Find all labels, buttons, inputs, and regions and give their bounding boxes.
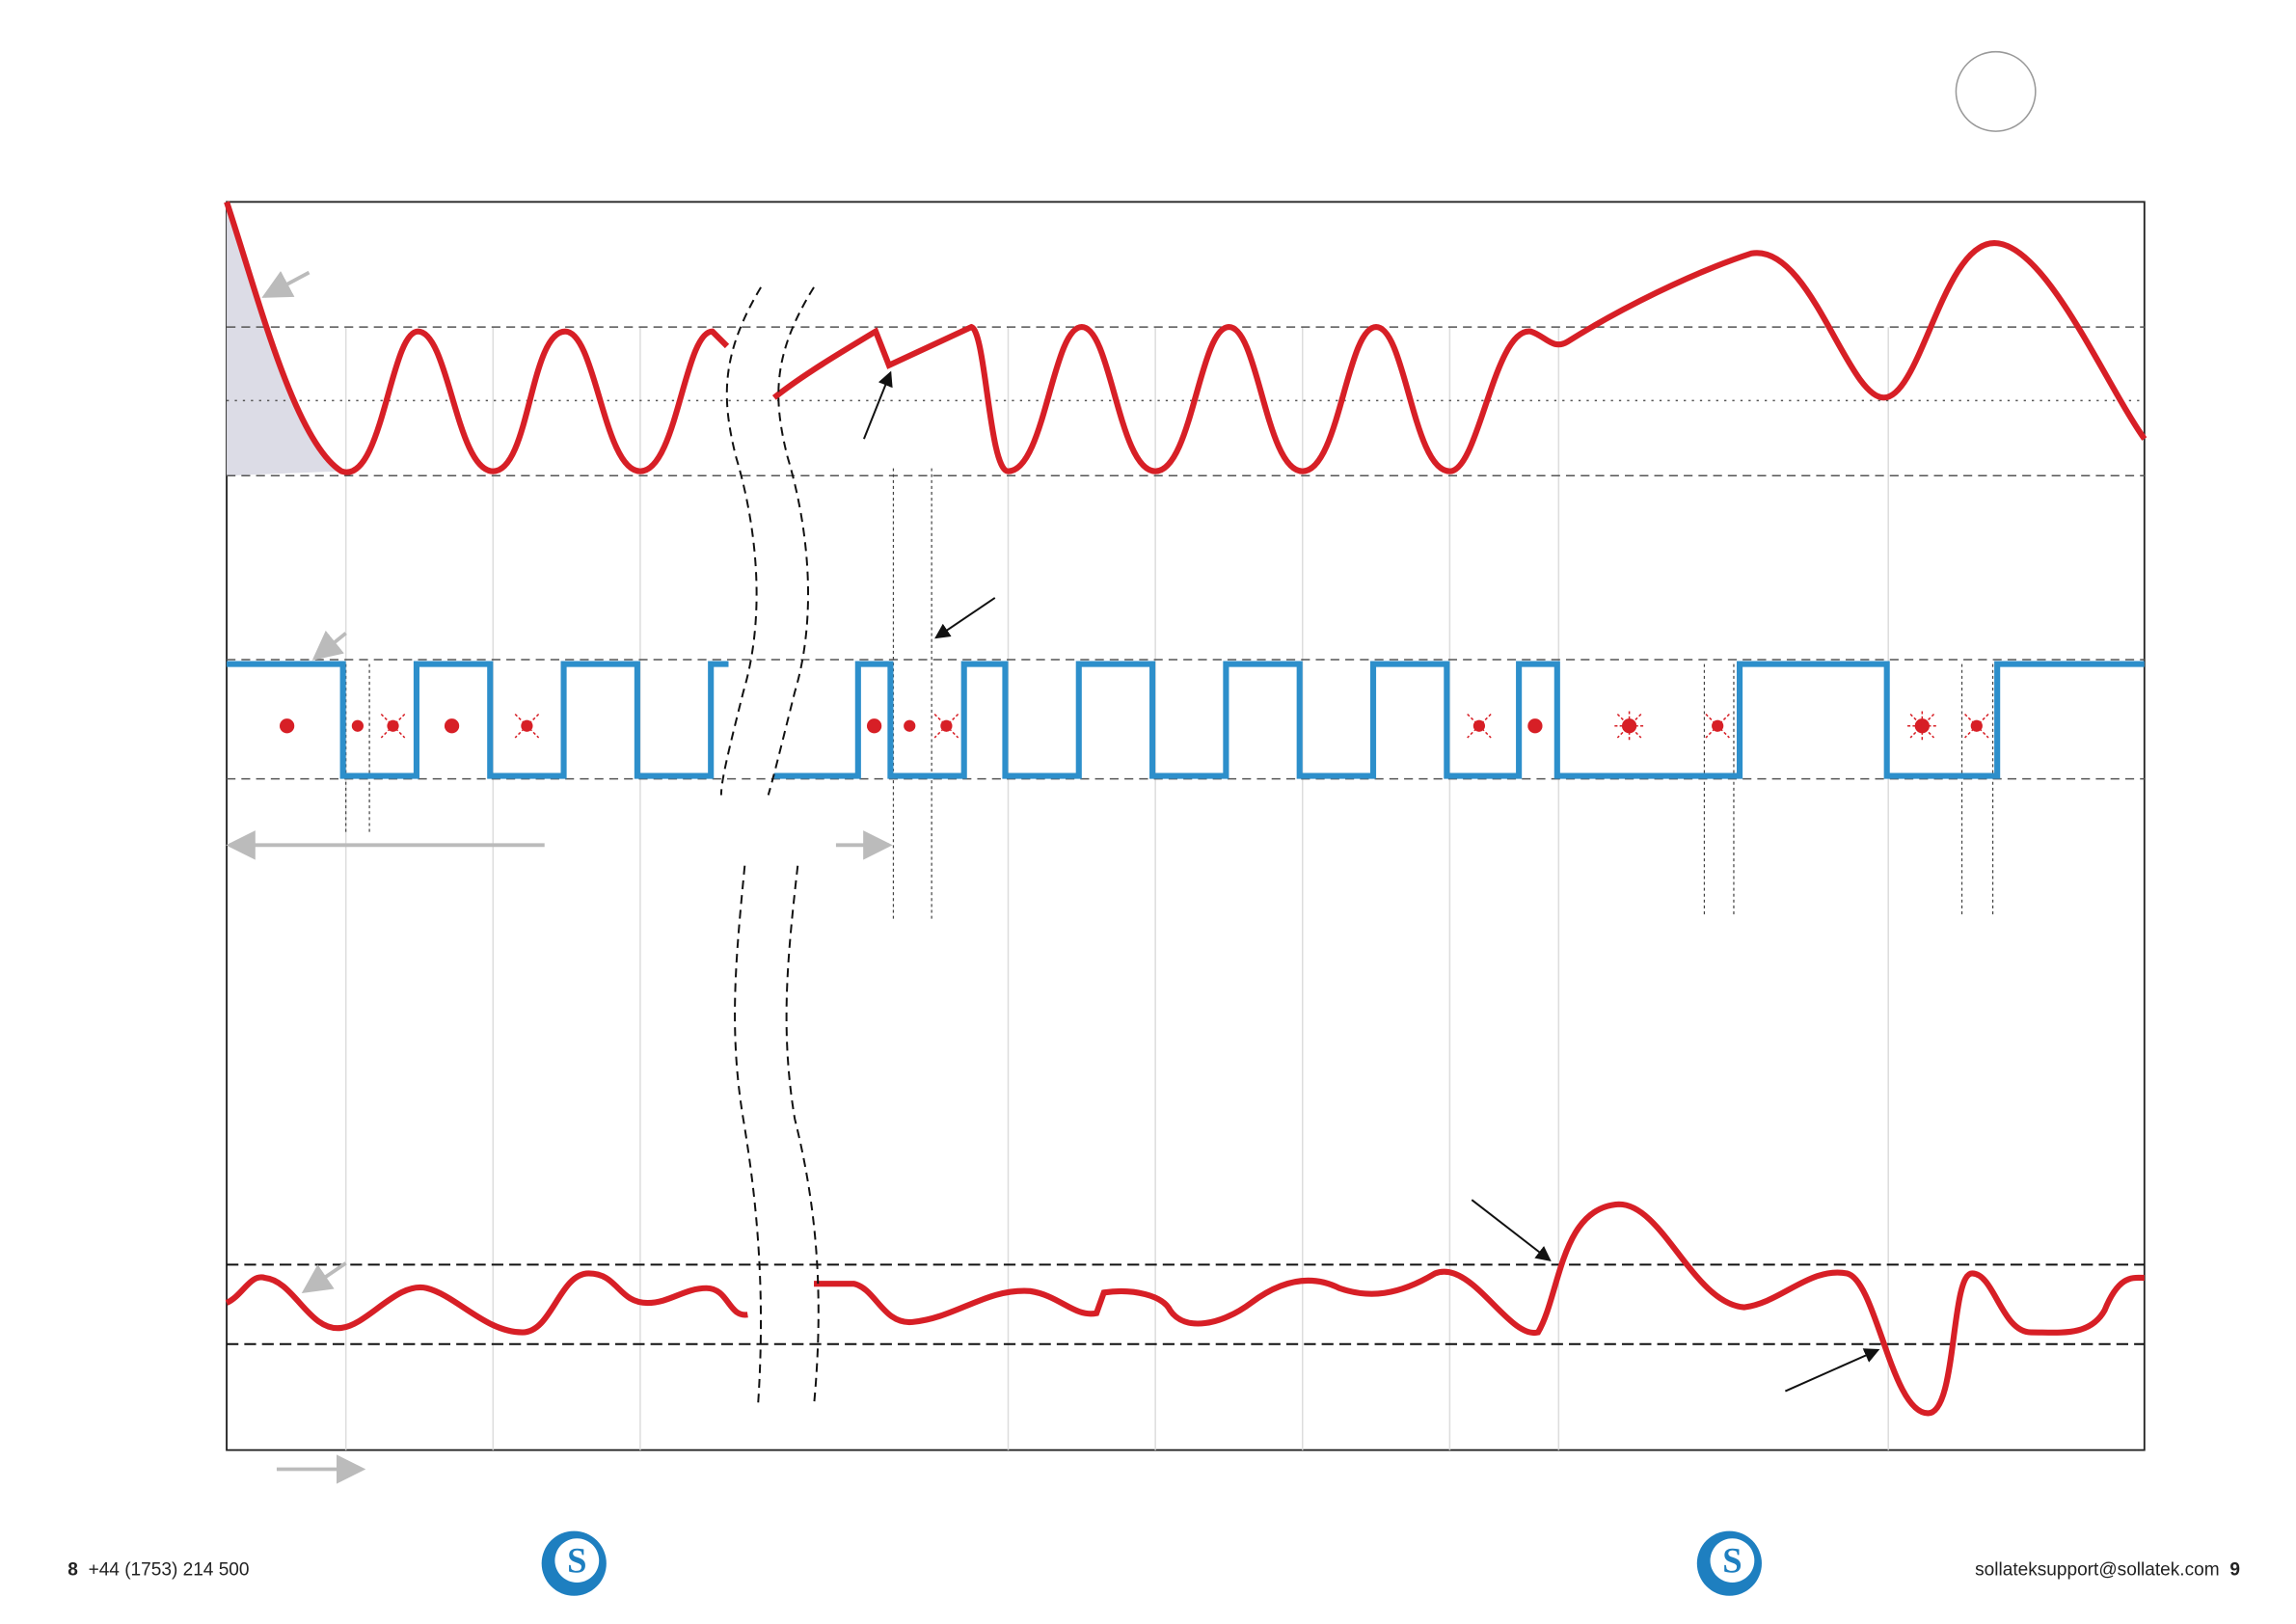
page-circle: [1955, 50, 2037, 132]
email: sollateksupport@sollatek.com: [1975, 1559, 2220, 1580]
svg-text:S: S: [567, 1540, 586, 1580]
page-number: 8: [68, 1559, 78, 1580]
logo: S: [541, 1530, 607, 1596]
page-number: 9: [2229, 1559, 2240, 1580]
svg-text:S: S: [1722, 1540, 1742, 1580]
phone: +44 (1753) 214 500: [89, 1559, 250, 1580]
diagram: [224, 201, 2147, 1484]
logo: S: [1696, 1530, 1762, 1596]
